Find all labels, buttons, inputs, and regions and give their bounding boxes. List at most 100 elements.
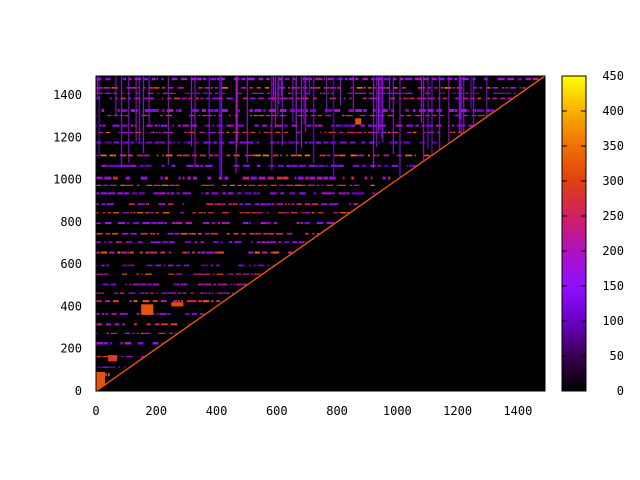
- heatmap-cell: [437, 97, 440, 100]
- heatmap-cell: [186, 300, 192, 303]
- heatmap-cell: [281, 76, 283, 97]
- heatmap-cell: [161, 109, 165, 112]
- heatmap-cell: [239, 141, 246, 144]
- heatmap-cell: [210, 232, 218, 235]
- heatmap-cell: [250, 176, 257, 180]
- heatmap-cell: [254, 251, 260, 254]
- heatmap-cell: [176, 283, 180, 286]
- heatmap-cell: [107, 192, 116, 195]
- heatmap-cell: [137, 87, 140, 89]
- heatmap-cell: [206, 251, 214, 254]
- heatmap-cell: [191, 154, 197, 157]
- heatmap-cell: [266, 221, 269, 224]
- heatmap-cell: [150, 251, 158, 254]
- heatmap-cell: [318, 212, 324, 214]
- heatmap-cell: [296, 221, 300, 224]
- heatmap-cell: [194, 241, 198, 243]
- heatmap-cell: [96, 342, 104, 345]
- heatmap-cell: [412, 164, 416, 167]
- heatmap-cell: [278, 164, 284, 167]
- heatmap-cell: [158, 192, 166, 195]
- heatmap-cell: [145, 141, 153, 144]
- heatmap-cell: [235, 92, 242, 94]
- heatmap-cell: [214, 203, 217, 205]
- heatmap-cell: [96, 355, 102, 358]
- x-tick-label: 0: [92, 404, 99, 418]
- heatmap-cell: [364, 176, 368, 180]
- heatmap-cell: [183, 141, 186, 144]
- heatmap-cell: [295, 76, 297, 155]
- heatmap-cell: [500, 97, 506, 100]
- heatmap-cell: [269, 241, 276, 243]
- heatmap-cell: [400, 92, 406, 94]
- heatmap-cell: [114, 292, 119, 294]
- heatmap-cell: [372, 124, 377, 127]
- heatmap-cell: [219, 76, 221, 178]
- heatmap-cell: [106, 323, 111, 326]
- heatmap-cell: [212, 273, 215, 275]
- heatmap-cell: [106, 264, 109, 267]
- heatmap-cell: [305, 76, 307, 133]
- heatmap-cell: [96, 124, 98, 127]
- heatmap-cell: [330, 164, 338, 167]
- heatmap-cell: [330, 87, 336, 89]
- heatmap-cell: [417, 97, 422, 100]
- heatmap-cell: [139, 292, 145, 294]
- heatmap-cell: [340, 212, 346, 214]
- heatmap-cell: [242, 273, 250, 275]
- heatmap-cell: [194, 76, 196, 166]
- heatmap-cell: [525, 77, 532, 81]
- heatmap-cell: [399, 114, 404, 117]
- heatmap-cell: [154, 141, 160, 144]
- heatmap-cell: [313, 76, 315, 164]
- heatmap-cell: [406, 164, 409, 167]
- heatmap-cell: [388, 176, 391, 180]
- heatmap-cell: [406, 114, 412, 117]
- heatmap-cell: [239, 203, 243, 205]
- heatmap-cell: [428, 109, 434, 112]
- heatmap-cell: [470, 76, 472, 109]
- heatmap-cell: [467, 109, 470, 112]
- heatmap-cell: [101, 264, 105, 267]
- heatmap-cell: [100, 192, 108, 195]
- heatmap-cell: [207, 176, 212, 180]
- heatmap-cell: [257, 184, 263, 186]
- heatmap-cell: [208, 212, 214, 214]
- heatmap-cell: [232, 203, 238, 205]
- heatmap-cell: [167, 76, 169, 165]
- heatmap-cell: [235, 76, 237, 174]
- heatmap-cell: [436, 109, 442, 112]
- heatmap-cell: [444, 87, 451, 89]
- heatmap-cell: [160, 141, 165, 144]
- heatmap-cell: [218, 97, 223, 100]
- heatmap-cell: [239, 212, 243, 214]
- heatmap-cell: [516, 77, 522, 81]
- heatmap-cell: [96, 184, 102, 186]
- heatmap-cell: [136, 332, 139, 334]
- heatmap-cell: [329, 184, 334, 186]
- heatmap-cell: [230, 283, 232, 286]
- heatmap-cell: [400, 77, 404, 81]
- heatmap-cell: [216, 273, 224, 275]
- heatmap-cell: [253, 114, 258, 117]
- heatmap-cell: [319, 154, 326, 157]
- heatmap-cell: [409, 97, 415, 100]
- heatmap-cell: [295, 141, 299, 144]
- heatmap-cell: [130, 264, 134, 267]
- heatmap-cell: [163, 264, 166, 267]
- heatmap-cell: [407, 97, 409, 100]
- heatmap-cell: [246, 141, 254, 144]
- heatmap-cell: [369, 141, 375, 144]
- heatmap-cell: [198, 212, 203, 214]
- heatmap-cell: [113, 92, 118, 94]
- heatmap-cell: [196, 77, 202, 81]
- x-axis: 0 200 400 600 800 1000 1200 1400: [92, 76, 532, 418]
- heatmap-cell: [106, 332, 110, 334]
- heatmap-cell: [121, 131, 128, 134]
- heatmap-cell: [246, 76, 248, 163]
- heatmap-cell: [136, 92, 139, 94]
- heatmap-cell: [101, 313, 105, 315]
- heatmap-cell: [160, 300, 167, 303]
- heatmap-cell: [123, 192, 129, 195]
- heatmap-cell: [211, 300, 214, 303]
